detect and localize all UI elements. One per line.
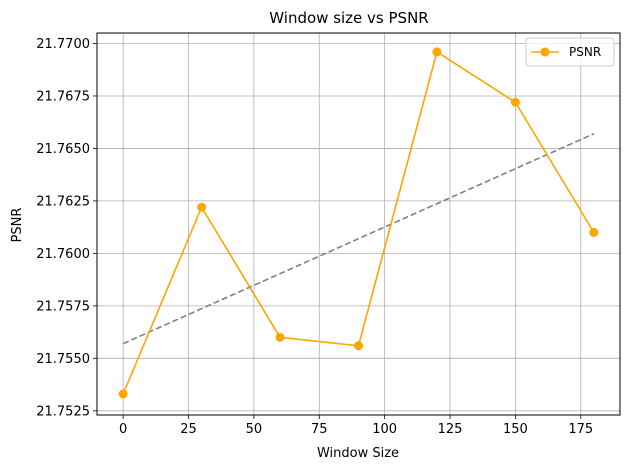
x-tick-label: 125 bbox=[438, 422, 463, 437]
x-tick-label: 75 bbox=[311, 422, 328, 437]
y-tick-label: 21.7625 bbox=[36, 194, 90, 209]
data-point bbox=[275, 332, 285, 342]
legend-label-psnr: PSNR bbox=[569, 45, 601, 59]
x-tick-label: 25 bbox=[180, 422, 197, 437]
x-tick-label: 175 bbox=[568, 422, 593, 437]
x-tick-label: 150 bbox=[503, 422, 528, 437]
data-point bbox=[432, 47, 442, 57]
x-axis-title: Window Size bbox=[317, 446, 399, 461]
x-axis-ticks: 0 25 50 75 100 125 150 175 bbox=[119, 415, 593, 437]
y-tick-label: 21.7575 bbox=[36, 299, 90, 314]
data-point bbox=[118, 389, 128, 399]
legend: PSNR bbox=[525, 37, 615, 67]
trendline bbox=[122, 133, 595, 345]
data-point bbox=[510, 97, 520, 107]
chart-title: Window size vs PSNR bbox=[269, 9, 428, 27]
y-tick-label: 21.7700 bbox=[36, 37, 90, 52]
y-axis-title: PSNR bbox=[10, 208, 25, 243]
x-tick-label: 50 bbox=[246, 422, 263, 437]
x-tick-label: 100 bbox=[372, 422, 397, 437]
y-axis-ticks: 21.7525 21.7550 21.7575 21.7600 21.7625 21.76… bbox=[36, 37, 97, 419]
legend-marker-swatch bbox=[540, 47, 550, 57]
y-tick-label: 21.7600 bbox=[36, 247, 90, 262]
data-point bbox=[354, 341, 363, 351]
plot-area-frame bbox=[96, 32, 621, 416]
y-tick-label: 21.7550 bbox=[36, 352, 90, 367]
trendline-group bbox=[122, 133, 595, 345]
y-tick-label: 21.7525 bbox=[36, 404, 90, 419]
y-tick-label: 21.7650 bbox=[36, 142, 90, 157]
legend-box bbox=[525, 37, 615, 67]
series-group bbox=[118, 47, 599, 399]
x-tick-label: 0 bbox=[119, 422, 127, 437]
grid bbox=[97, 33, 620, 415]
y-tick-label: 21.7675 bbox=[36, 89, 90, 104]
data-point bbox=[197, 202, 207, 212]
data-point bbox=[589, 227, 599, 237]
